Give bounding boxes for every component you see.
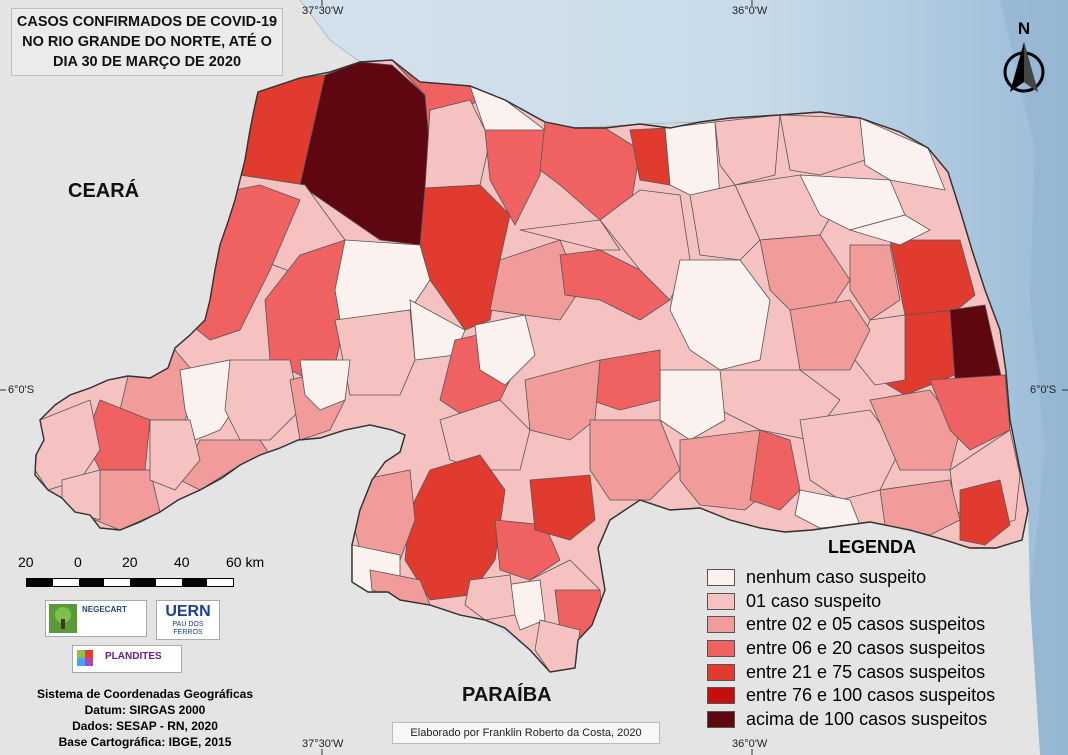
municipality-polygon — [779, 114, 866, 176]
municipality-polygon — [889, 239, 976, 321]
coord-top-left: 37°30'W — [302, 5, 344, 17]
legend-swatch — [707, 592, 735, 610]
legend-item: 01 caso suspeito — [707, 590, 1059, 614]
legend-label: entre 76 e 100 casos suspeitos — [746, 685, 996, 706]
municipality-polygon — [659, 369, 726, 441]
info-line: Datum: SIRGAS 2000 — [84, 703, 206, 717]
legend-label: entre 21 e 75 casos suspeitos — [746, 661, 986, 682]
plandites-text: PLANDITES — [105, 651, 162, 662]
legend-label: entre 02 e 05 casos suspeitos — [746, 614, 986, 635]
uern-text: UERN — [165, 603, 211, 620]
municipality-polygon — [959, 479, 1011, 546]
coord-top-right: 36°0'W — [732, 5, 768, 17]
legend-item: entre 21 e 75 casos suspeitos — [707, 660, 1059, 684]
municipality-polygon — [474, 314, 536, 386]
legend-title: LEGENDA — [828, 537, 917, 557]
municipality-polygon — [879, 479, 961, 536]
uern-logo: UERN PAU DOS FERROS — [156, 600, 220, 640]
scale-label: 0 — [74, 554, 82, 570]
scale-label: 20 — [18, 554, 34, 570]
info-line: Base Cartográfica: IBGE, 2015 — [58, 735, 232, 749]
legend-label: entre 06 e 20 casos suspeitos — [746, 638, 986, 659]
info-line: Dados: SESAP - RN, 2020 — [72, 719, 218, 733]
legend-label: 01 caso suspeito — [746, 590, 882, 611]
scale-label: 40 — [174, 554, 190, 570]
municipality-polygon — [669, 259, 771, 371]
legend-swatch — [707, 710, 735, 728]
legend-swatch — [707, 687, 735, 705]
legend-swatch — [707, 569, 735, 587]
rn-state-outline — [34, 59, 1029, 673]
scale-bar — [26, 578, 234, 587]
title-line: NO RIO GRANDE DO NORTE, ATÉ O — [22, 34, 272, 50]
map-title: CASOS CONFIRMADOS DE COVID-19 NO RIO GRA… — [11, 8, 283, 76]
municipality-polygon — [529, 474, 596, 541]
municipality-polygon — [789, 299, 871, 371]
legend-item: entre 76 e 100 casos suspeitos — [707, 684, 1059, 708]
scale-label: 60 km — [226, 554, 265, 570]
negecart-text: NEGECART — [82, 605, 127, 614]
municipality-polygon — [464, 574, 516, 621]
coord-right: 6°0'S — [1030, 384, 1057, 396]
coord-bottom-right: 36°0'W — [732, 738, 768, 750]
municipality-polygon — [848, 214, 931, 246]
land-ceara — [0, 0, 1040, 755]
municipality-polygon — [519, 219, 621, 251]
municipality-polygon — [869, 389, 961, 471]
municipalities — [35, 60, 1021, 672]
map-info: Sistema de Coordenadas Geográficas Datum… — [20, 686, 270, 750]
municipality-polygon — [689, 184, 761, 261]
negecart-logo: NEGECART — [45, 600, 147, 637]
municipality-polygon — [749, 429, 801, 511]
municipality-polygon — [849, 244, 901, 321]
title-line: DIA 30 DE MARÇO DE 2020 — [52, 54, 242, 70]
plandites-mark-icon — [77, 650, 93, 666]
legend-item: acima de 100 casos suspeitos — [707, 708, 1059, 732]
legend-label: nenhum caso suspeito — [746, 567, 927, 588]
coord-left: 6°0'S — [8, 384, 35, 396]
plandites-logo: PLANDITES — [72, 645, 182, 673]
info-line: Sistema de Coordenadas Geográficas — [36, 687, 254, 701]
municipality-polygon — [424, 99, 491, 189]
municipality-polygon — [589, 419, 681, 501]
uern-subtext: PAU DOS FERROS — [172, 621, 204, 636]
legend-item: entre 02 e 05 casos suspeitos — [707, 613, 1059, 637]
legend-swatch — [707, 616, 735, 634]
municipality-polygon — [524, 359, 601, 441]
legend-label: acima de 100 casos suspeitos — [746, 708, 988, 729]
municipality-polygon — [149, 419, 201, 491]
municipality-polygon — [439, 399, 531, 471]
legend-item: nenhum caso suspeito — [707, 566, 1059, 590]
label-paraiba: PARAÍBA — [462, 684, 552, 706]
municipality-polygon — [299, 359, 351, 411]
municipality-polygon — [559, 249, 671, 321]
municipality-polygon — [484, 129, 546, 226]
legend-swatch — [707, 640, 735, 658]
municipality-polygon — [859, 117, 946, 191]
scale-labels: 20 0 20 40 60 km — [18, 554, 278, 574]
ocean-shelf — [1000, 0, 1068, 755]
legend: nenhum caso suspeito 01 caso suspeito en… — [707, 566, 1059, 731]
title-line: CASOS CONFIRMADOS DE COVID-19 — [16, 14, 278, 30]
tree-icon — [49, 604, 77, 633]
label-ceara: CEARÁ — [68, 180, 140, 202]
municipality-polygon — [929, 374, 1011, 451]
legend-item: entre 06 e 20 casos suspeitos — [707, 637, 1059, 661]
north-arrow-icon — [1003, 42, 1045, 93]
municipality-polygon — [224, 359, 301, 441]
credit-text: Elaborado por Franklin Roberto da Costa,… — [392, 722, 660, 744]
north-label: N — [1018, 19, 1030, 38]
legend-swatch — [707, 663, 735, 681]
coord-bottom-left: 37°30'W — [302, 738, 344, 750]
scale-label: 20 — [122, 554, 138, 570]
